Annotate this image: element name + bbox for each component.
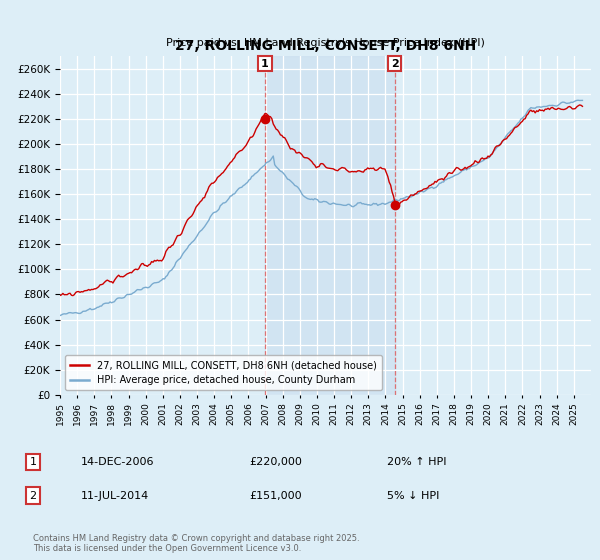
Text: £151,000: £151,000 (249, 491, 302, 501)
Bar (265, 56, 395, 395)
Text: 2: 2 (29, 491, 37, 501)
Text: 20% ↑ HPI: 20% ↑ HPI (387, 457, 446, 467)
Text: 2: 2 (391, 59, 398, 68)
Text: 5% ↓ HPI: 5% ↓ HPI (387, 491, 439, 501)
Text: 14-DEC-2006: 14-DEC-2006 (81, 457, 155, 467)
Text: 11-JUL-2014: 11-JUL-2014 (81, 491, 149, 501)
Title: 27, ROLLING MILL, CONSETT, DH8 6NH: 27, ROLLING MILL, CONSETT, DH8 6NH (175, 39, 476, 53)
Text: £220,000: £220,000 (249, 457, 302, 467)
Text: 1: 1 (29, 457, 37, 467)
Legend: 27, ROLLING MILL, CONSETT, DH8 6NH (detached house), HPI: Average price, detache: 27, ROLLING MILL, CONSETT, DH8 6NH (deta… (65, 356, 382, 390)
Text: Price paid vs. HM Land Registry's House Price Index (HPI): Price paid vs. HM Land Registry's House … (166, 38, 485, 48)
Text: Contains HM Land Registry data © Crown copyright and database right 2025.
This d: Contains HM Land Registry data © Crown c… (33, 534, 359, 553)
Text: 1: 1 (261, 59, 269, 68)
